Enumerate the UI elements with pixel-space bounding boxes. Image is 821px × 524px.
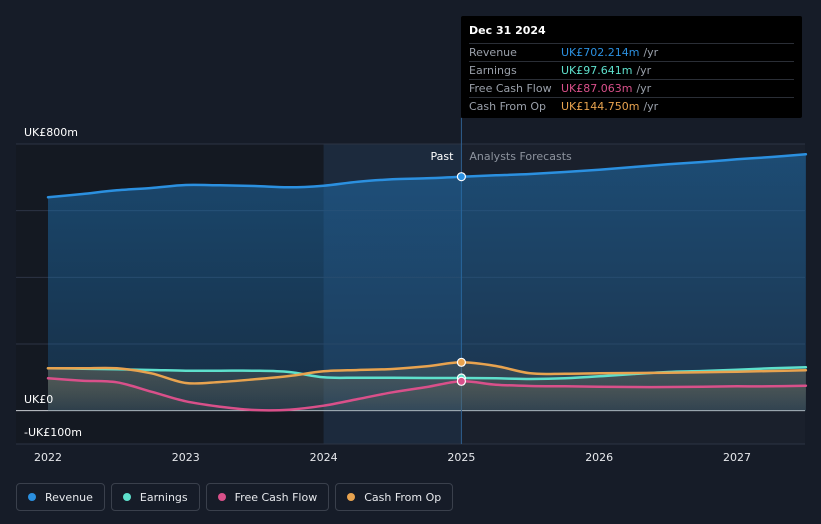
x-tick-label: 2022 xyxy=(34,451,62,464)
forecast-label: Analysts Forecasts xyxy=(469,150,572,163)
past-label: Past xyxy=(430,150,454,163)
tooltip-row-free-cash-flow: Free Cash Flow UK£87.063m /yr xyxy=(469,79,794,97)
tooltip-value: UK£144.750m xyxy=(561,100,640,113)
tooltip-row-revenue: Revenue UK£702.214m /yr xyxy=(469,43,794,61)
marker-revenue xyxy=(456,172,466,182)
legend-item-free-cash-flow[interactable]: Free Cash Flow xyxy=(205,483,330,511)
y-label-top: UK£800m xyxy=(24,126,78,139)
tooltip-label: Earnings xyxy=(469,64,517,77)
series-line-free-cash-flow xyxy=(46,377,808,412)
legend-dot-icon xyxy=(122,493,131,501)
marker-free-cash-flow xyxy=(456,376,466,386)
legend-label: Cash From Op xyxy=(364,490,442,504)
tooltip-unit: /yr xyxy=(643,46,659,59)
y-label-zero: UK£0 xyxy=(24,393,53,406)
x-tick-label: 2024 xyxy=(310,451,338,464)
tooltip: Dec 31 2024 Revenue UK£702.214m /yr Earn… xyxy=(461,16,802,118)
legend-dot-icon xyxy=(217,493,226,501)
series-line-revenue xyxy=(46,153,808,199)
tooltip-unit: /yr xyxy=(643,100,659,113)
tooltip-date: Dec 31 2024 xyxy=(469,24,546,37)
legend-label: Free Cash Flow xyxy=(234,490,318,504)
legend-label: Earnings xyxy=(139,490,188,504)
x-tick-label: 2023 xyxy=(172,451,200,464)
tooltip-row-earnings: Earnings UK£97.641m /yr xyxy=(469,61,794,79)
x-tick-label: 2025 xyxy=(447,451,475,464)
y-label-bottom: -UK£100m xyxy=(24,426,82,439)
tooltip-label: Cash From Op xyxy=(469,100,547,113)
tooltip-row-cash-from-op: Cash From Op UK£144.750m /yr xyxy=(469,97,794,115)
legend-label: Revenue xyxy=(45,490,93,504)
tooltip-label: Free Cash Flow xyxy=(469,82,552,95)
tooltip-unit: /yr xyxy=(636,64,652,77)
area-revenue xyxy=(48,154,806,411)
legend-item-revenue[interactable]: Revenue xyxy=(16,483,105,511)
legend-dot-icon xyxy=(28,493,36,501)
x-tick-label: 2026 xyxy=(585,451,613,464)
legend-item-earnings[interactable]: Earnings xyxy=(110,483,200,511)
tooltip-label: Revenue xyxy=(469,46,517,59)
tooltip-value: UK£702.214m xyxy=(561,46,640,59)
legend-item-cash-from-op[interactable]: Cash From Op xyxy=(335,483,454,511)
marker-cash-from-op xyxy=(456,357,466,367)
tooltip-unit: /yr xyxy=(636,82,652,95)
tooltip-value: UK£97.641m xyxy=(561,64,633,77)
legend-dot-icon xyxy=(347,493,356,501)
legend: Revenue Earnings Free Cash Flow Cash Fro… xyxy=(16,483,454,511)
tooltip-value: UK£87.063m xyxy=(561,82,633,95)
series-line-cash-from-op xyxy=(46,361,808,385)
x-tick-label: 2027 xyxy=(723,451,751,464)
